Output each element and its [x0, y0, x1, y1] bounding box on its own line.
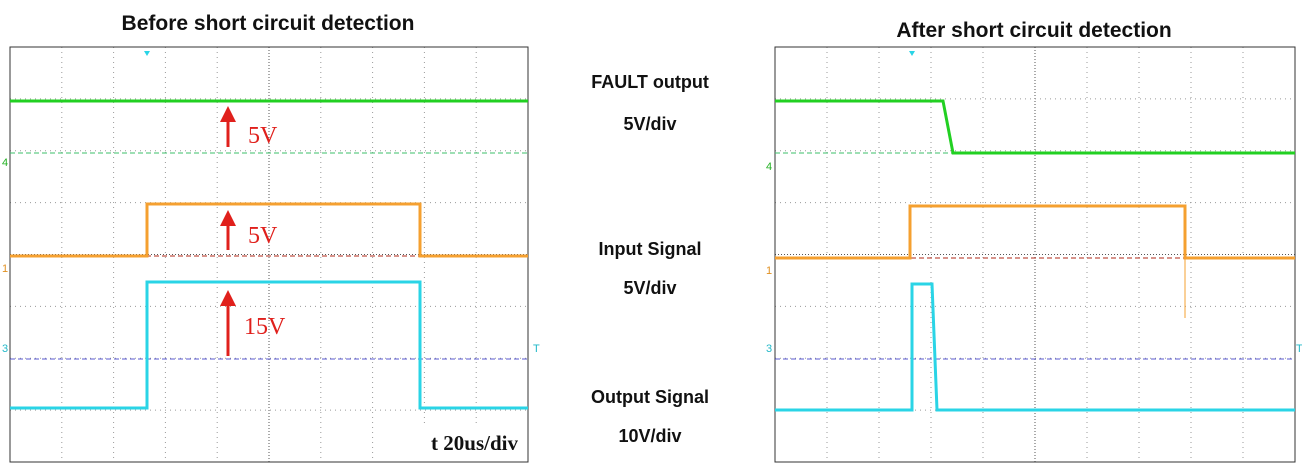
trigger-marker [144, 51, 150, 56]
signal-scale: 10V/div [618, 426, 681, 446]
channel-marker: T [1296, 343, 1302, 355]
annotation: 5V [248, 223, 278, 249]
signal-label: Output Signal [591, 387, 709, 407]
signal-scale: 5V/div [623, 114, 676, 134]
signal-label: FAULT output [591, 72, 709, 92]
panel-title: Before short circuit detection [122, 12, 415, 35]
channel-marker: 3 [2, 343, 8, 355]
channel-marker: 1 [766, 265, 772, 277]
channel-marker: 4 [766, 161, 772, 173]
trigger-marker [909, 51, 915, 56]
annotation: 15V [244, 314, 286, 340]
channel-marker: 3 [766, 343, 772, 355]
channel-marker: T [533, 343, 540, 355]
channel-marker: 4 [2, 157, 8, 169]
signal-label: Input Signal [599, 239, 702, 259]
scope-figure: Before short circuit detection After sho… [0, 0, 1302, 464]
arrows [220, 106, 236, 356]
signal-scale: 5V/div [623, 278, 676, 298]
channel-marker: 1 [2, 263, 8, 275]
timebase: t 20us/div [431, 431, 518, 455]
annotation: 5V [248, 123, 278, 149]
traces-right [775, 101, 1295, 410]
panel-title: After short circuit detection [896, 19, 1171, 42]
